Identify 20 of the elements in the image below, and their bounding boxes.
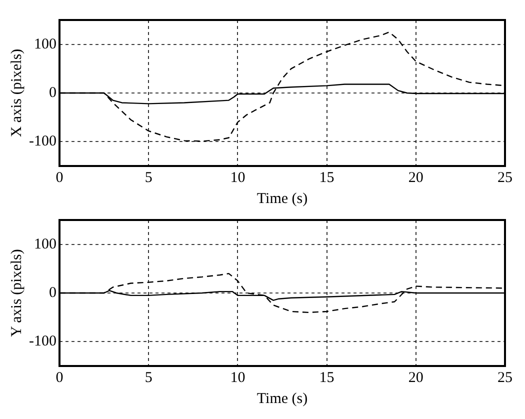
x-tick-label: 20	[408, 170, 424, 186]
x-tick-label: 15	[319, 370, 334, 386]
y-axis-title: X axis (pixels)	[8, 48, 25, 138]
x-tick-label: 15	[319, 170, 334, 186]
x-tick-label: 25	[498, 370, 512, 386]
x-tick-label: 25	[498, 170, 512, 186]
y-tick-label: -100	[28, 334, 56, 350]
y-tick-label: 100	[34, 236, 56, 252]
y-tick-label: 100	[34, 36, 56, 52]
y-tick-label: 0	[48, 284, 56, 301]
x-axis-title: Time (s)	[256, 390, 308, 407]
x-tick-label: 5	[144, 370, 152, 386]
x-tick-label: 10	[230, 170, 246, 186]
y-tick-label: -100	[28, 134, 56, 150]
x-axis-title: Time (s)	[256, 190, 308, 207]
x-tick-label: 5	[144, 170, 152, 186]
y-tick-label: 0	[48, 84, 56, 101]
y-axis-title: Y axis (pixels)	[8, 249, 25, 337]
x-tick-label: 20	[408, 370, 424, 386]
x-tick-label: 10	[230, 370, 246, 386]
